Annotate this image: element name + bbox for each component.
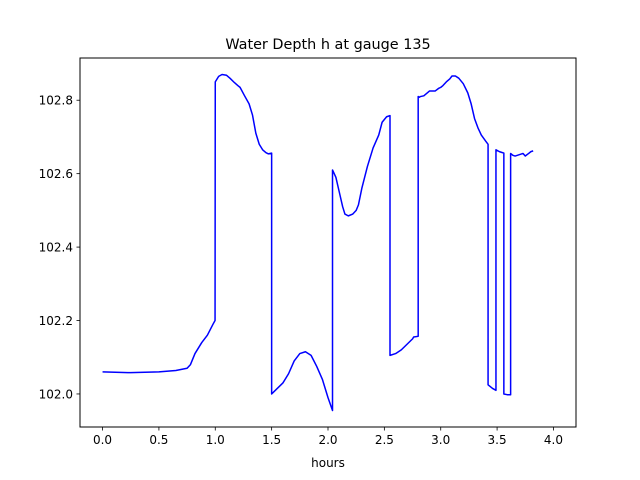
chart-title: Water Depth h at gauge 135 [225, 37, 430, 53]
plot-frame [79, 57, 577, 428]
x-tick-label: 2.5 [375, 433, 394, 447]
y-tick-label: 102.6 [39, 167, 73, 181]
y-axis: 102.0 102.2 102.4 102.6 102.8 [39, 94, 80, 401]
plot-area [102, 73, 534, 412]
y-tick-label: 102.2 [39, 314, 73, 328]
x-tick-label: 1.5 [262, 433, 281, 447]
y-tick-label: 102.0 [39, 387, 73, 401]
x-tick-label: 0.0 [93, 433, 112, 447]
x-tick-label: 1.0 [206, 433, 225, 447]
y-tick-label: 102.4 [39, 241, 73, 255]
x-tick-label: 3.5 [488, 433, 507, 447]
x-axis: 0.0 0.5 1.0 1.5 2.0 2.5 3.0 3.5 4.0 [93, 427, 563, 447]
y-tick-label: 102.8 [39, 94, 73, 108]
x-tick-label: 2.0 [318, 433, 337, 447]
x-tick-label: 4.0 [544, 433, 563, 447]
series-line-0 [102, 73, 534, 412]
x-axis-label: hours [311, 456, 345, 470]
x-tick-label: 0.5 [149, 433, 168, 447]
x-tick-label: 3.0 [431, 433, 450, 447]
